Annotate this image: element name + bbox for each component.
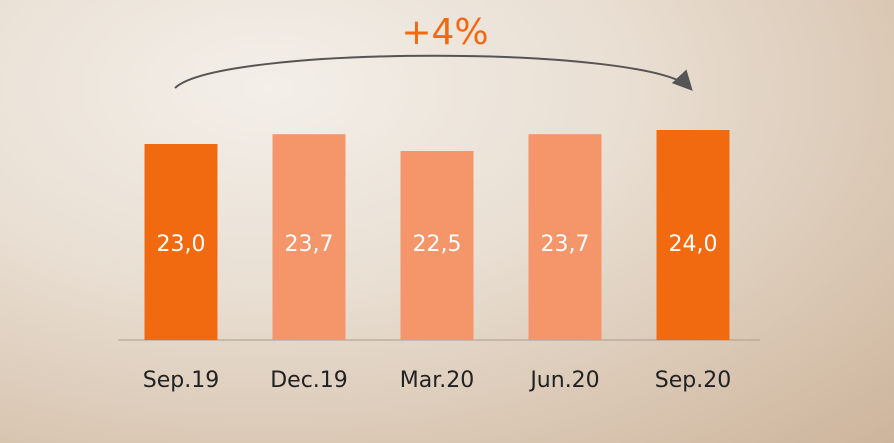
x-tick-label: Mar.20 bbox=[400, 368, 474, 393]
chart: +4% 23,0 Sep.19 23,7 Dec.19 22,5 Mar.20 23,7 Ju… bbox=[0, 0, 894, 443]
x-tick-label: Dec.19 bbox=[270, 368, 348, 393]
value-label: 23,7 bbox=[541, 232, 590, 257]
x-tick-label: Sep.20 bbox=[655, 368, 731, 393]
value-label: 24,0 bbox=[669, 232, 718, 257]
value-label: 23,7 bbox=[285, 232, 334, 257]
screen: +4% 23,0 Sep.19 23,7 Dec.19 22,5 Mar.20 23,7 Ju… bbox=[0, 0, 894, 443]
x-tick-label: Jun.20 bbox=[528, 368, 599, 393]
growth-arc bbox=[175, 56, 690, 88]
value-label: 22,5 bbox=[413, 232, 462, 257]
annotation: +4% bbox=[401, 12, 488, 53]
x-tick-label: Sep.19 bbox=[143, 368, 219, 393]
value-label: 23,0 bbox=[157, 232, 206, 257]
